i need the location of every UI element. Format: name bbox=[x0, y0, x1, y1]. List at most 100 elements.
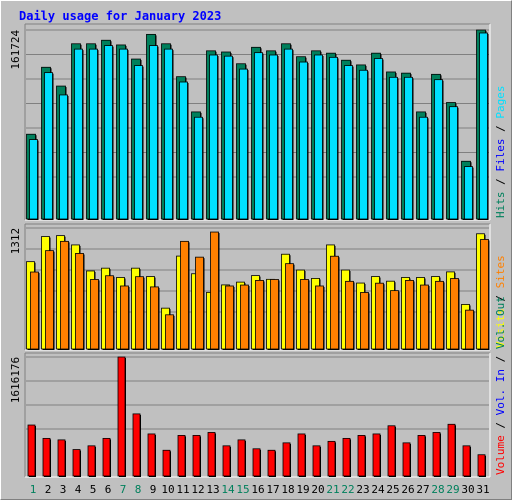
legend-entry: Volume bbox=[494, 435, 507, 475]
x-tick-label-day-17: 17 bbox=[266, 483, 279, 496]
bar-face bbox=[254, 52, 263, 220]
bar-sites-day-8 bbox=[135, 276, 145, 350]
bar-face bbox=[30, 271, 39, 350]
bar-sites-day-24 bbox=[375, 282, 385, 350]
bar-sites-day-21 bbox=[330, 255, 340, 350]
bar-face bbox=[90, 279, 99, 350]
bar-pages-day-13 bbox=[209, 54, 219, 220]
bar-sites-day-20 bbox=[315, 285, 325, 350]
bar-face bbox=[284, 48, 293, 220]
bar-sites-day-14 bbox=[225, 285, 235, 350]
bar-face bbox=[29, 139, 38, 220]
x-tick-label-day-18: 18 bbox=[281, 483, 294, 496]
bar-face bbox=[480, 239, 489, 350]
bar-face bbox=[434, 79, 443, 220]
bar-face bbox=[329, 56, 338, 220]
bar-face bbox=[194, 116, 203, 220]
bar-sites-day-18 bbox=[285, 263, 295, 350]
x-tick-label-day-6: 6 bbox=[105, 483, 112, 496]
bar-volume-day-13 bbox=[207, 432, 216, 477]
bar-face bbox=[405, 279, 414, 350]
bar-volume-day-19 bbox=[297, 433, 306, 477]
bar-face bbox=[479, 32, 488, 220]
x-tick-label-day-2: 2 bbox=[45, 483, 52, 496]
bar-face bbox=[192, 435, 201, 477]
bar-pages-day-19 bbox=[299, 61, 309, 221]
x-tick-label-day-20: 20 bbox=[311, 483, 324, 496]
bar-face bbox=[374, 58, 383, 220]
bar-face bbox=[345, 280, 354, 350]
bar-pages-day-27 bbox=[419, 116, 429, 220]
bar-pages-day-5 bbox=[89, 48, 99, 220]
bar-face bbox=[60, 240, 69, 350]
bar-sites-day-27 bbox=[420, 284, 430, 350]
bar-face bbox=[165, 314, 174, 350]
bar-face bbox=[417, 435, 426, 477]
bar-volume-day-24 bbox=[372, 433, 381, 477]
x-tick-label-day-27: 27 bbox=[416, 483, 429, 496]
bar-sites-day-11 bbox=[180, 240, 190, 350]
bar-face bbox=[359, 69, 368, 220]
bar-volume-day-20 bbox=[312, 445, 321, 477]
bar-face bbox=[75, 253, 84, 350]
bar-face bbox=[179, 81, 188, 220]
bar-sites-day-29 bbox=[450, 278, 460, 350]
legend-entry: Visits bbox=[494, 308, 507, 348]
x-tick-label-day-10: 10 bbox=[161, 483, 174, 496]
bar-face bbox=[447, 423, 456, 477]
x-tick-label-day-23: 23 bbox=[356, 483, 369, 496]
bar-face bbox=[387, 425, 396, 477]
bar-volume-day-31 bbox=[477, 454, 486, 477]
bar-pages-day-18 bbox=[284, 48, 294, 220]
x-tick-label-day-7: 7 bbox=[120, 483, 127, 496]
bar-face bbox=[267, 449, 276, 477]
bar-pages-day-15 bbox=[239, 68, 249, 220]
legend-separator: / bbox=[494, 349, 507, 369]
x-tick-label-day-22: 22 bbox=[341, 483, 354, 496]
bar-sites-day-25 bbox=[390, 290, 400, 350]
bar-face bbox=[132, 413, 141, 477]
bar-volume-day-14 bbox=[222, 445, 231, 477]
x-tick-label-day-9: 9 bbox=[150, 483, 157, 496]
x-tick-label-day-1: 1 bbox=[30, 483, 37, 496]
bar-face bbox=[102, 437, 111, 477]
bar-face bbox=[420, 284, 429, 350]
x-tick-label-day-30: 30 bbox=[461, 483, 474, 496]
bar-pages-day-4 bbox=[74, 48, 84, 220]
legend-separator: / bbox=[494, 415, 507, 435]
bar-face bbox=[59, 94, 68, 220]
bar-pages-day-21 bbox=[329, 56, 339, 220]
bar-volume-day-9 bbox=[147, 433, 156, 477]
bar-face bbox=[210, 231, 219, 350]
bar-pages-day-17 bbox=[269, 54, 279, 220]
bar-face bbox=[135, 276, 144, 350]
bar-pages-day-29 bbox=[449, 106, 459, 220]
bar-pages-day-31 bbox=[479, 32, 489, 220]
bar-face bbox=[327, 440, 336, 477]
bar-face bbox=[464, 166, 473, 220]
bar-sites-day-31 bbox=[480, 239, 490, 350]
bar-volume-day-18 bbox=[282, 442, 291, 477]
bar-face bbox=[104, 45, 113, 220]
bar-sites-day-26 bbox=[405, 279, 415, 350]
legend-hits-files-pages: Hits / Files / Pages bbox=[494, 86, 507, 219]
chart-title: Daily usage for January 2023 bbox=[19, 9, 222, 23]
bar-face bbox=[224, 55, 233, 220]
bar-sites-day-17 bbox=[270, 279, 280, 350]
bar-volume-day-1 bbox=[27, 424, 36, 477]
bar-pages-day-30 bbox=[464, 166, 474, 220]
bar-face bbox=[269, 54, 278, 220]
bar-sites-day-30 bbox=[465, 309, 475, 350]
bar-face bbox=[240, 284, 249, 350]
bar-face bbox=[119, 48, 128, 220]
bar-face bbox=[285, 263, 294, 350]
legend-entry: Hits bbox=[494, 192, 507, 219]
bar-face bbox=[375, 282, 384, 350]
bar-sites-day-6 bbox=[105, 275, 115, 350]
bar-face bbox=[390, 290, 399, 350]
x-tick-label-day-25: 25 bbox=[386, 483, 399, 496]
bar-pages-day-1 bbox=[29, 139, 39, 220]
x-tick-label-day-8: 8 bbox=[135, 483, 142, 496]
bar-volume-day-6 bbox=[102, 437, 111, 477]
